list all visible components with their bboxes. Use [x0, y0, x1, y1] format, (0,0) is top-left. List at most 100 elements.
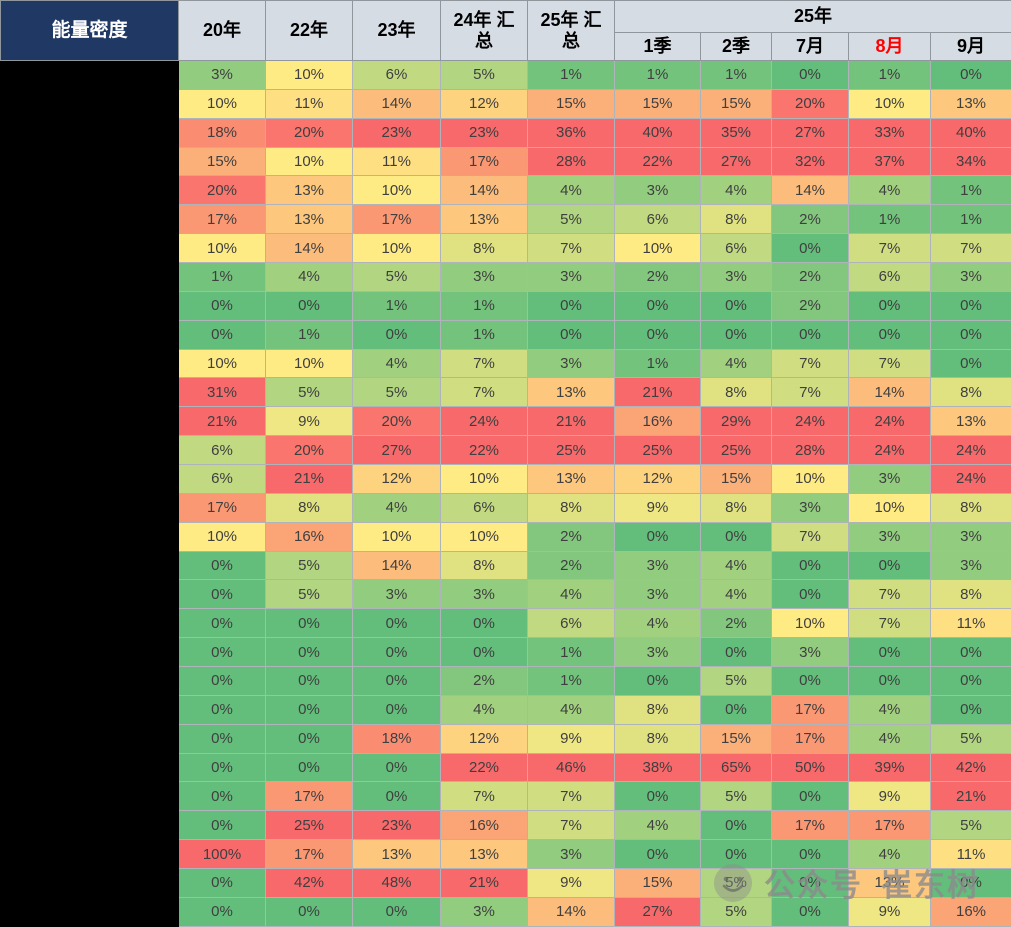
heatmap-cell: 2% — [615, 263, 701, 292]
table-row: 0%0%1%1%0%0%0%2%0%0% — [1, 291, 1011, 320]
col-group-header-2025: 25年 — [615, 1, 1011, 33]
heatmap-cell: 0% — [772, 869, 849, 898]
heatmap-cell: 8% — [615, 695, 701, 724]
heatmap-cell: 8% — [441, 551, 528, 580]
heatmap-cell: 8% — [931, 378, 1011, 407]
col-header-2022: 22年 — [266, 1, 353, 61]
row-label-redacted — [1, 724, 179, 753]
heatmap-cell: 14% — [266, 234, 353, 263]
heatmap-cell: 17% — [849, 811, 931, 840]
table-row: 17%13%17%13%5%6%8%2%1%1% — [1, 205, 1011, 234]
table-row: 0%17%0%7%7%0%5%0%9%21% — [1, 782, 1011, 811]
heatmap-cell: 10% — [772, 609, 849, 638]
heatmap-cell: 10% — [266, 61, 353, 90]
heatmap-cell: 0% — [931, 667, 1011, 696]
heatmap-cell: 21% — [931, 782, 1011, 811]
table-row: 21%9%20%24%21%16%29%24%24%13% — [1, 407, 1011, 436]
heatmap-cell: 0% — [772, 61, 849, 90]
heatmap-cell: 3% — [528, 263, 615, 292]
heatmap-cell: 0% — [179, 667, 266, 696]
heatmap-cell: 0% — [701, 291, 772, 320]
heatmap-cell: 17% — [266, 782, 353, 811]
heatmap-cell: 0% — [441, 609, 528, 638]
heatmap-cell: 25% — [528, 436, 615, 465]
heatmap-cell: 0% — [931, 291, 1011, 320]
row-label-redacted — [1, 291, 179, 320]
heatmap-cell: 24% — [849, 407, 931, 436]
heatmap-cell: 2% — [772, 205, 849, 234]
table-row: 3%10%6%5%1%1%1%0%1%0% — [1, 61, 1011, 90]
heatmap-cell: 0% — [701, 638, 772, 667]
heatmap-cell: 8% — [441, 234, 528, 263]
heatmap-cell: 0% — [179, 551, 266, 580]
heatmap-cell: 21% — [266, 465, 353, 494]
heatmap-cell: 10% — [266, 349, 353, 378]
heatmap-cell: 17% — [179, 493, 266, 522]
row-label-redacted — [1, 176, 179, 205]
heatmap-cell: 15% — [179, 147, 266, 176]
heatmap-cell: 10% — [441, 522, 528, 551]
heatmap-cell: 0% — [353, 638, 441, 667]
row-label-redacted — [1, 378, 179, 407]
heatmap-cell: 5% — [701, 667, 772, 696]
heatmap-cell: 20% — [266, 436, 353, 465]
heatmap-cell: 0% — [266, 609, 353, 638]
heatmap-cell: 4% — [615, 609, 701, 638]
heatmap-cell: 0% — [441, 638, 528, 667]
heatmap-cell: 21% — [528, 407, 615, 436]
heatmap-cell: 4% — [528, 695, 615, 724]
heatmap-cell: 7% — [528, 782, 615, 811]
row-label-redacted — [1, 147, 179, 176]
row-label-redacted — [1, 234, 179, 263]
heatmap-cell: 3% — [441, 263, 528, 292]
heatmap-cell: 18% — [353, 724, 441, 753]
heatmap-cell: 0% — [179, 291, 266, 320]
heatmap-cell: 0% — [353, 609, 441, 638]
heatmap-cell: 7% — [441, 782, 528, 811]
heatmap-cell: 40% — [931, 118, 1011, 147]
heatmap-cell: 24% — [772, 407, 849, 436]
heatmap-cell: 4% — [849, 695, 931, 724]
heatmap-cell: 6% — [179, 436, 266, 465]
heatmap-cell: 20% — [772, 89, 849, 118]
heatmap-cell: 0% — [772, 840, 849, 869]
row-label-redacted — [1, 840, 179, 869]
heatmap-cell: 48% — [353, 869, 441, 898]
heatmap-cell: 6% — [849, 263, 931, 292]
heatmap-cell: 35% — [701, 118, 772, 147]
heatmap-cell: 4% — [701, 580, 772, 609]
heatmap-cell: 31% — [179, 378, 266, 407]
heatmap-cell: 0% — [179, 869, 266, 898]
heatmap-cell: 0% — [931, 349, 1011, 378]
heatmap-cell: 1% — [266, 320, 353, 349]
heatmap-cell: 4% — [849, 840, 931, 869]
heatmap-cell: 5% — [701, 897, 772, 926]
heatmap-cell: 1% — [179, 263, 266, 292]
row-label-redacted — [1, 61, 179, 90]
heatmap-cell: 15% — [701, 465, 772, 494]
col-header-sep: 9月 — [931, 33, 1011, 61]
row-label-redacted — [1, 897, 179, 926]
table-row: 0%0%0%2%1%0%5%0%0%0% — [1, 667, 1011, 696]
heatmap-cell: 0% — [179, 320, 266, 349]
heatmap-cell: 3% — [615, 638, 701, 667]
heatmap-cell: 5% — [266, 580, 353, 609]
heatmap-cell: 0% — [772, 234, 849, 263]
row-label-redacted — [1, 609, 179, 638]
table-row: 20%13%10%14%4%3%4%14%4%1% — [1, 176, 1011, 205]
heatmap-cell: 0% — [353, 897, 441, 926]
heatmap-cell: 15% — [528, 89, 615, 118]
table-row: 0%0%0%4%4%8%0%17%4%0% — [1, 695, 1011, 724]
heatmap-cell: 0% — [931, 638, 1011, 667]
heatmap-cell: 9% — [528, 869, 615, 898]
heatmap-cell: 8% — [931, 580, 1011, 609]
col-header-q2: 2季 — [701, 33, 772, 61]
heatmap-body: 3%10%6%5%1%1%1%0%1%0%10%11%14%12%15%15%1… — [1, 61, 1011, 927]
heatmap-cell: 4% — [266, 263, 353, 292]
table-row: 17%8%4%6%8%9%8%3%10%8% — [1, 493, 1011, 522]
heatmap-cell: 24% — [441, 407, 528, 436]
row-label-redacted — [1, 407, 179, 436]
heatmap-cell: 8% — [931, 493, 1011, 522]
heatmap-cell: 18% — [179, 118, 266, 147]
heatmap-cell: 0% — [701, 320, 772, 349]
